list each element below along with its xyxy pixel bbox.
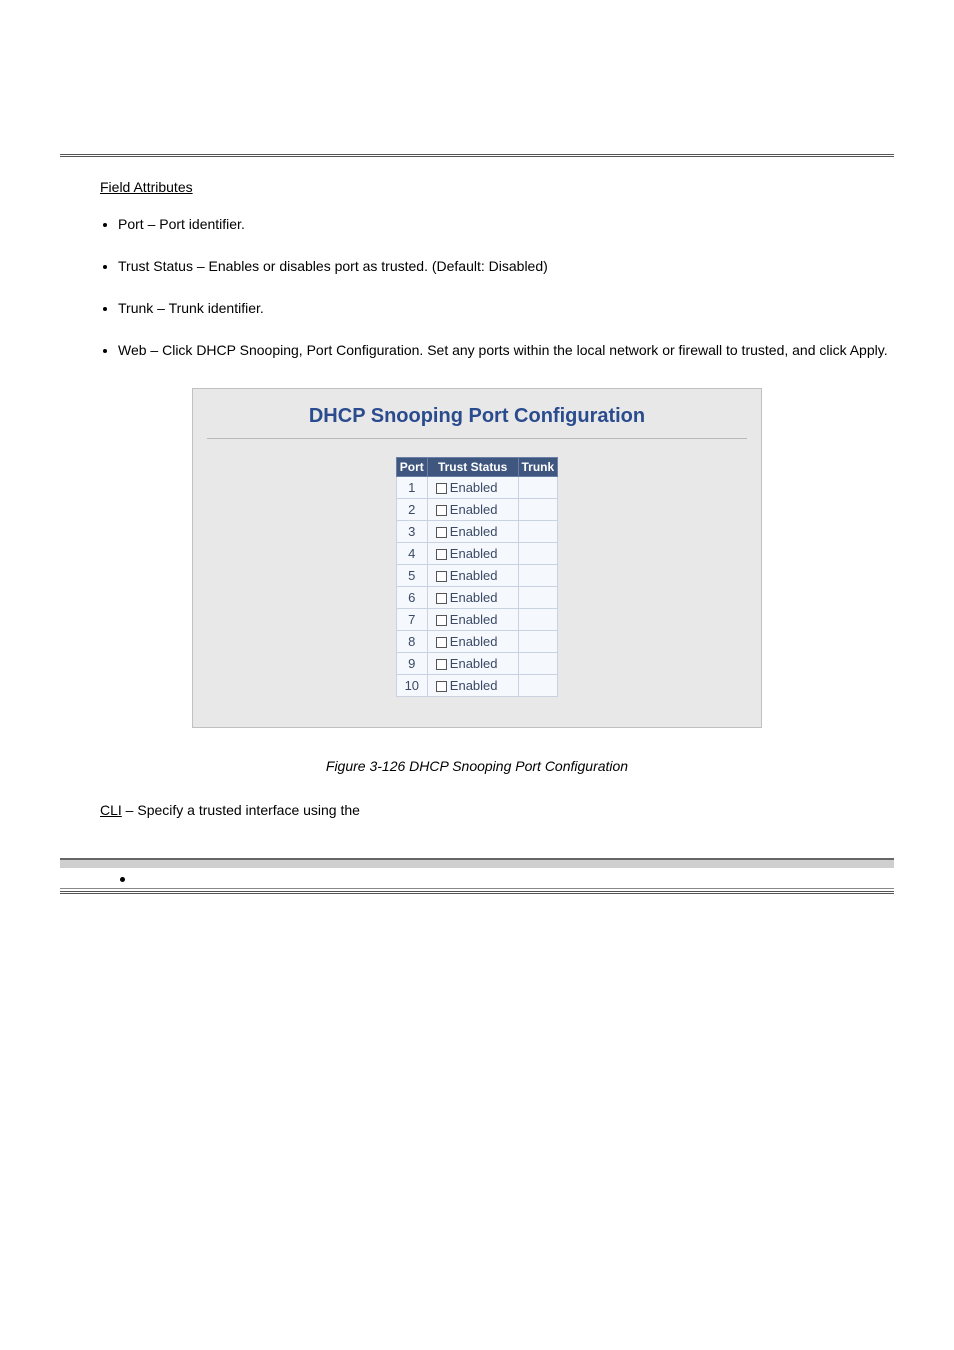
cell-trunk [518, 631, 558, 653]
checkbox-icon[interactable] [436, 659, 447, 670]
checkbox-label: Enabled [450, 612, 498, 627]
cell-trunk [518, 675, 558, 697]
cell-truststatus[interactable]: Enabled [427, 477, 518, 499]
cell-trunk [518, 543, 558, 565]
cell-trunk [518, 587, 558, 609]
checkbox-label: Enabled [450, 568, 498, 583]
footer-bar [60, 860, 894, 868]
checkbox-label: Enabled [450, 546, 498, 561]
checkbox-icon[interactable] [436, 505, 447, 516]
cell-trunk [518, 499, 558, 521]
checkbox-label: Enabled [450, 480, 498, 495]
list-item: Trunk – Trunk identifier. [118, 300, 894, 316]
table-row: 1 Enabled [396, 477, 557, 499]
cell-port: 8 [396, 631, 427, 653]
page-footer [60, 858, 894, 894]
checkbox-label: Enabled [450, 678, 498, 693]
table-row: 2 Enabled [396, 499, 557, 521]
cell-truststatus[interactable]: Enabled [427, 675, 518, 697]
list-item: Port – Port identifier. [118, 216, 894, 232]
screenshot-title: DHCP Snooping Port Configuration [207, 401, 747, 436]
table-row: 3 Enabled [396, 521, 557, 543]
list-item: Web – Click DHCP Snooping, Port Configur… [118, 342, 894, 358]
cell-trunk [518, 653, 558, 675]
cell-port: 3 [396, 521, 427, 543]
table-row: 5 Enabled [396, 565, 557, 587]
checkbox-icon[interactable] [436, 527, 447, 538]
checkbox-icon[interactable] [436, 571, 447, 582]
screenshot-divider [207, 438, 747, 439]
cell-trunk [518, 565, 558, 587]
cell-truststatus[interactable]: Enabled [427, 521, 518, 543]
checkbox-label: Enabled [450, 524, 498, 539]
footer-line [60, 868, 894, 889]
col-truststatus: Trust Status [427, 458, 518, 477]
cell-port: 4 [396, 543, 427, 565]
cell-trunk [518, 609, 558, 631]
footer-rule-bottom [60, 891, 894, 894]
cell-truststatus[interactable]: Enabled [427, 609, 518, 631]
checkbox-label: Enabled [450, 656, 498, 671]
cell-truststatus[interactable]: Enabled [427, 587, 518, 609]
top-rule [60, 154, 894, 157]
table-row: 9 Enabled [396, 653, 557, 675]
checkbox-label: Enabled [450, 590, 498, 605]
cli-link[interactable]: CLI [100, 802, 122, 818]
cell-port: 2 [396, 499, 427, 521]
checkbox-label: Enabled [450, 634, 498, 649]
cell-port: 7 [396, 609, 427, 631]
cell-port: 1 [396, 477, 427, 499]
port-config-table: Port Trust Status Trunk 1 Enabled 2 Enab… [396, 457, 558, 697]
list-item: Trust Status – Enables or disables port … [118, 258, 894, 274]
cell-trunk [518, 477, 558, 499]
cell-truststatus[interactable]: Enabled [427, 543, 518, 565]
col-trunk: Trunk [518, 458, 558, 477]
cell-port: 5 [396, 565, 427, 587]
cell-port: 9 [396, 653, 427, 675]
checkbox-icon[interactable] [436, 593, 447, 604]
footer-bullet-icon [120, 877, 125, 882]
cell-port: 6 [396, 587, 427, 609]
cell-truststatus[interactable]: Enabled [427, 631, 518, 653]
checkbox-icon[interactable] [436, 681, 447, 692]
col-port: Port [396, 458, 427, 477]
checkbox-icon[interactable] [436, 615, 447, 626]
cell-truststatus[interactable]: Enabled [427, 499, 518, 521]
attribute-bullets: Port – Port identifier. Trust Status – E… [110, 216, 894, 358]
field-attributes-heading: Field Attributes [100, 179, 193, 195]
cli-dash: – [122, 802, 138, 818]
cell-truststatus[interactable]: Enabled [427, 565, 518, 587]
checkbox-label: Enabled [450, 502, 498, 517]
cell-truststatus[interactable]: Enabled [427, 653, 518, 675]
cell-port: 10 [396, 675, 427, 697]
table-row: 6 Enabled [396, 587, 557, 609]
table-row: 7 Enabled [396, 609, 557, 631]
checkbox-icon[interactable] [436, 637, 447, 648]
dhcp-snooping-screenshot: DHCP Snooping Port Configuration Port Tr… [192, 388, 762, 728]
cell-trunk [518, 521, 558, 543]
table-row: 4 Enabled [396, 543, 557, 565]
checkbox-icon[interactable] [436, 549, 447, 560]
cli-desc: Specify a trusted interface using the [137, 802, 360, 818]
table-row: 8 Enabled [396, 631, 557, 653]
figure-caption: Figure 3-126 DHCP Snooping Port Configur… [60, 758, 894, 774]
checkbox-icon[interactable] [436, 483, 447, 494]
table-row: 10 Enabled [396, 675, 557, 697]
